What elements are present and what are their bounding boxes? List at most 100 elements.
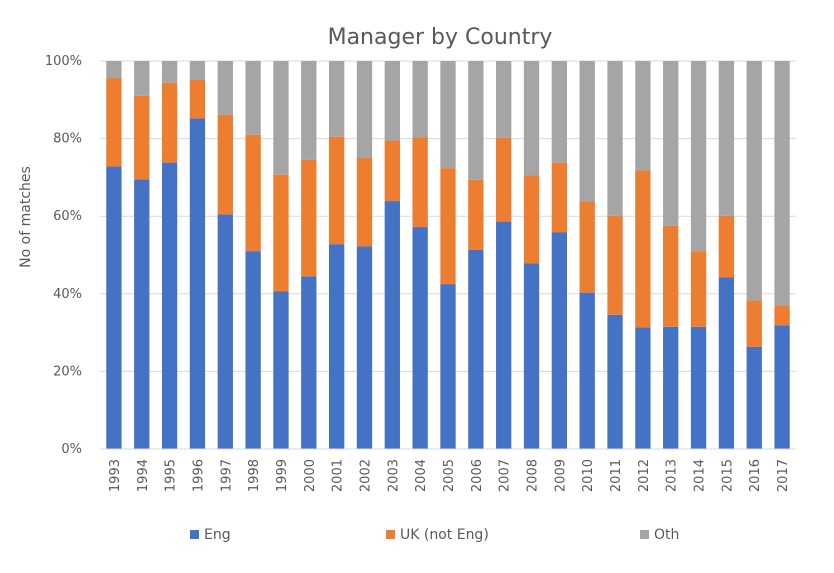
bar-eng-1993	[106, 166, 122, 449]
bar-uk-not-eng-1998	[245, 134, 261, 252]
bar-eng-1997	[217, 214, 233, 449]
bar-oth-2002	[356, 61, 373, 158]
bar-uk-not-eng-2013	[663, 225, 679, 327]
x-tick-label: 1998	[247, 459, 262, 492]
bar-uk-not-eng-2015	[718, 215, 735, 278]
bar-oth-2009	[551, 61, 568, 163]
bar-oth-1995	[161, 61, 178, 83]
legend-label: Oth	[654, 527, 679, 543]
legend-swatch	[190, 530, 199, 539]
x-tick-label: 2015	[720, 459, 735, 492]
bar-oth-2003	[384, 61, 400, 141]
bar-uk-not-eng-2006	[468, 179, 484, 250]
legend: Eng UK (not Eng) Oth	[190, 527, 679, 543]
x-tick-label: 2006	[470, 459, 485, 492]
bar-eng-1999	[273, 291, 289, 449]
bar-eng-2002	[356, 246, 373, 449]
bar-uk-not-eng-2008	[523, 175, 540, 264]
x-tick-label: 2005	[442, 459, 457, 492]
bar-eng-2014	[690, 326, 707, 449]
legend-label: UK (not Eng)	[400, 527, 489, 543]
bar-oth-1993	[106, 61, 122, 79]
bar-eng-2010	[579, 292, 595, 449]
bar-oth-2007	[496, 61, 512, 138]
x-tick-label: 1993	[108, 459, 123, 492]
legend-item-uk-not-eng: UK (not Eng)	[386, 527, 489, 543]
bar-oth-2008	[523, 61, 540, 176]
y-tick-label: 0%	[61, 442, 82, 457]
bar-uk-not-eng-1997	[217, 114, 233, 215]
legend-item-eng: Eng	[190, 527, 231, 543]
bar-uk-not-eng-2000	[301, 159, 317, 277]
bar-eng-2001	[328, 244, 345, 449]
x-tick-label: 1994	[136, 459, 151, 492]
y-tick-label: 40%	[53, 287, 82, 302]
bar-uk-not-eng-2010	[579, 201, 595, 293]
bar-oth-2017	[774, 61, 790, 306]
x-tick-label: 1997	[219, 459, 234, 492]
bar-eng-2000	[301, 276, 317, 449]
x-tick-label: 2016	[748, 459, 763, 492]
bar-oth-2006	[468, 61, 484, 180]
bar-eng-2004	[412, 227, 428, 449]
x-tick-label: 2003	[386, 459, 401, 492]
bar-uk-not-eng-2002	[356, 158, 373, 247]
bar-oth-2001	[328, 61, 345, 137]
x-tick-label: 2010	[581, 459, 596, 492]
bar-oth-1997	[217, 61, 233, 115]
bar-eng-2013	[663, 326, 679, 449]
legend-label: Eng	[204, 527, 231, 543]
x-tick-label: 2012	[637, 459, 652, 492]
y-axis-label: No of matches	[18, 166, 34, 268]
x-tick-label: 2011	[609, 459, 624, 492]
bar-eng-1998	[245, 251, 261, 449]
bar-eng-1995	[161, 162, 178, 449]
axes: 0% 20% 40% 60% 80% 100% 1993 1994 1995 1996 1997 19…	[45, 54, 796, 492]
x-tick-label: 1996	[191, 459, 206, 492]
bar-oth-1996	[189, 61, 206, 81]
bar-eng-2017	[774, 325, 790, 449]
bar-eng-2016	[746, 346, 762, 449]
x-tick-label: 2008	[526, 459, 541, 492]
x-tick-label: 2009	[553, 459, 568, 492]
bar-uk-not-eng-2014	[690, 251, 707, 327]
bars	[106, 61, 790, 449]
x-tick-label: 2013	[665, 459, 680, 492]
bar-eng-2006	[468, 249, 484, 449]
bar-oth-2013	[663, 61, 679, 226]
bar-eng-2011	[607, 314, 623, 449]
x-tick-label: 2004	[414, 459, 429, 492]
bar-uk-not-eng-1995	[161, 82, 178, 163]
bar-uk-not-eng-1993	[106, 78, 122, 167]
bar-eng-1996	[189, 118, 206, 449]
bar-eng-2005	[440, 284, 456, 449]
bar-oth-2005	[440, 61, 456, 169]
bar-oth-2000	[301, 61, 317, 160]
y-tick-label: 80%	[53, 132, 82, 147]
bar-uk-not-eng-2001	[328, 136, 345, 245]
x-tick-label: 2000	[303, 459, 318, 492]
bar-eng-1994	[134, 179, 150, 449]
bar-uk-not-eng-2009	[551, 162, 568, 233]
bar-oth-2004	[412, 61, 428, 138]
x-tick-label: 2007	[498, 459, 513, 492]
x-tick-label: 2017	[776, 459, 791, 492]
legend-item-oth: Oth	[640, 527, 679, 543]
bar-oth-1998	[245, 61, 261, 135]
bar-oth-2011	[607, 61, 623, 216]
x-tick-label: 1995	[164, 459, 179, 492]
bar-oth-2016	[746, 61, 762, 301]
bar-uk-not-eng-2016	[746, 300, 762, 347]
x-tick-label: 2001	[331, 459, 346, 492]
bar-uk-not-eng-2012	[635, 170, 651, 328]
bar-uk-not-eng-2007	[496, 137, 512, 222]
y-tick-label: 100%	[45, 54, 82, 69]
bar-oth-2012	[635, 61, 651, 171]
bar-uk-not-eng-1999	[273, 174, 289, 292]
bar-oth-2014	[690, 61, 707, 252]
y-tick-label: 60%	[53, 209, 82, 224]
legend-swatch	[386, 530, 395, 539]
chart-title: Manager by Country	[328, 25, 553, 50]
